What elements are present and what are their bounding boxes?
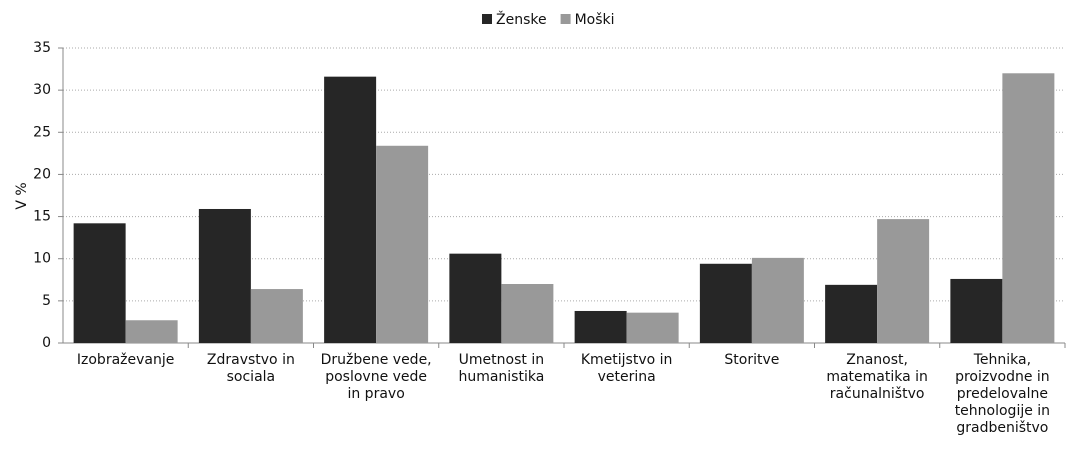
bar	[699, 263, 752, 343]
x-tick-label: Umetnost in humanistika	[458, 352, 545, 385]
bar	[877, 219, 930, 343]
x-tick-label: Kmetijstvo in veterina	[580, 352, 673, 385]
x-tick-label: Storitve	[724, 352, 780, 368]
bar	[198, 208, 251, 343]
bar	[574, 310, 627, 343]
bar	[250, 289, 303, 343]
bar	[324, 76, 377, 344]
legend-swatch	[482, 14, 492, 24]
legend-label: Moški	[575, 12, 615, 28]
bar	[751, 257, 804, 343]
y-tick-label: 25	[33, 124, 51, 140]
x-tick-label: Zdravstvo in sociala	[206, 352, 295, 385]
y-axis-label: V %	[14, 182, 30, 209]
y-tick-label: 35	[33, 40, 51, 56]
bar	[626, 312, 679, 343]
bar	[501, 284, 554, 343]
x-tick-label: Družbene vede, poslovne vede in pravo	[320, 352, 432, 402]
legend-swatch	[560, 14, 571, 24]
y-tick-label: 15	[33, 209, 51, 225]
x-tick-label: Znanost, matematika in računalništvo	[826, 352, 928, 402]
y-tick-label: 0	[42, 335, 51, 351]
bar	[449, 253, 502, 343]
x-tick-label: Izobraževanje	[76, 352, 175, 368]
y-tick-label: 5	[42, 293, 51, 309]
x-tick-label: Tehnika, proizvodne in predelovalne tehn…	[954, 352, 1051, 436]
bar	[1002, 73, 1055, 344]
bar	[125, 320, 178, 343]
bar	[73, 223, 126, 343]
y-tick-label: 20	[33, 166, 51, 182]
bar	[950, 278, 1003, 343]
y-tick-label: 30	[33, 82, 51, 98]
y-tick-label: 10	[33, 251, 51, 267]
legend-label: Ženske	[496, 10, 547, 28]
bar	[825, 284, 878, 343]
bar	[376, 145, 429, 343]
